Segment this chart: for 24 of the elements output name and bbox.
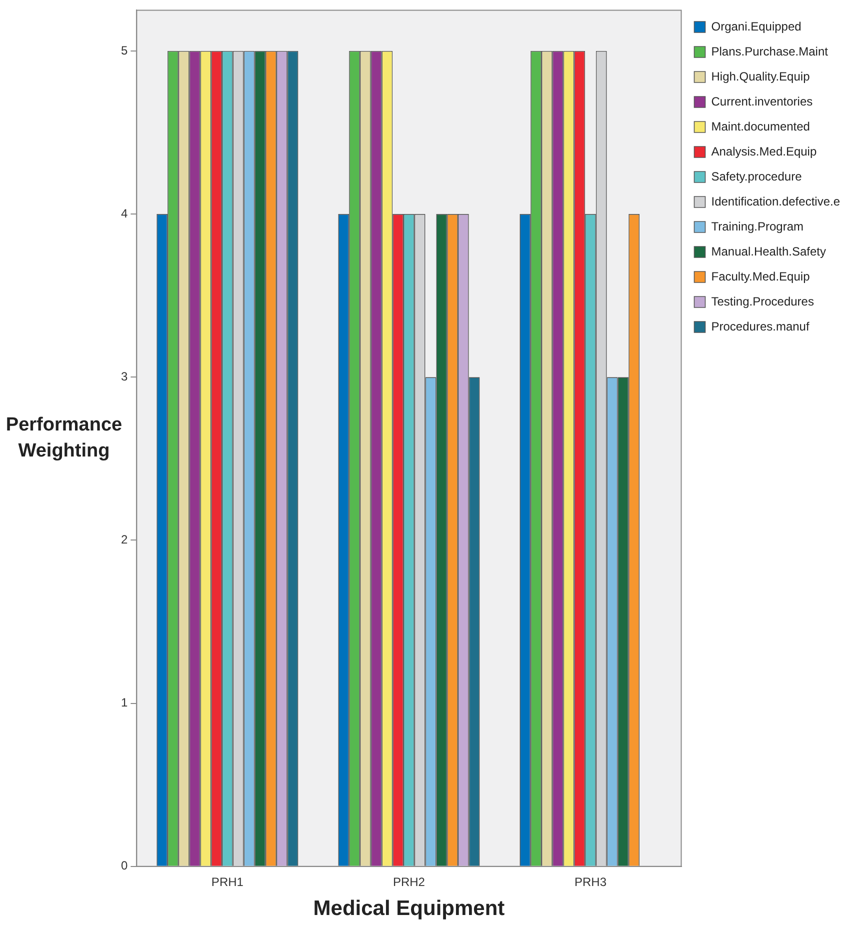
y-tick-label: 2 [120, 532, 128, 547]
legend-label: Identification.defective.e [711, 194, 840, 208]
y-tick-label: 0 [120, 858, 128, 873]
x-tick-label: PRH2 [392, 874, 426, 889]
y-axis-title: Performance Weighting [6, 414, 122, 462]
y-tick-label: 3 [120, 369, 128, 384]
legend-label: Testing.Procedures [711, 294, 814, 308]
legend-label: Plans.Purchase.Maint [711, 44, 829, 58]
legend-label: Current.inventories [711, 94, 813, 108]
legend-label: Training.Program [711, 219, 804, 234]
x-tick-label: PRH1 [211, 874, 244, 889]
x-tick-label: PRH3 [574, 874, 607, 889]
x-axis-title: Medical Equipment [313, 897, 505, 920]
legend-label: Organi.Equipped [711, 19, 802, 34]
legend-label: High.Quality.Equip [711, 69, 810, 84]
legend-label: Procedures.manuf [711, 319, 810, 334]
y-tick-label: 5 [120, 43, 128, 58]
y-tick-label: 4 [120, 206, 128, 220]
legend-label: Analysis.Med.Equip [711, 144, 817, 158]
legend-label: Manual.Health.Safety [711, 244, 826, 258]
legend-label: Maint.documented [711, 119, 810, 134]
y-tick-label: 1 [120, 696, 128, 710]
legend-label: Faculty.Med.Equip [711, 269, 810, 284]
legend-label: Safety.procedure [711, 169, 802, 184]
